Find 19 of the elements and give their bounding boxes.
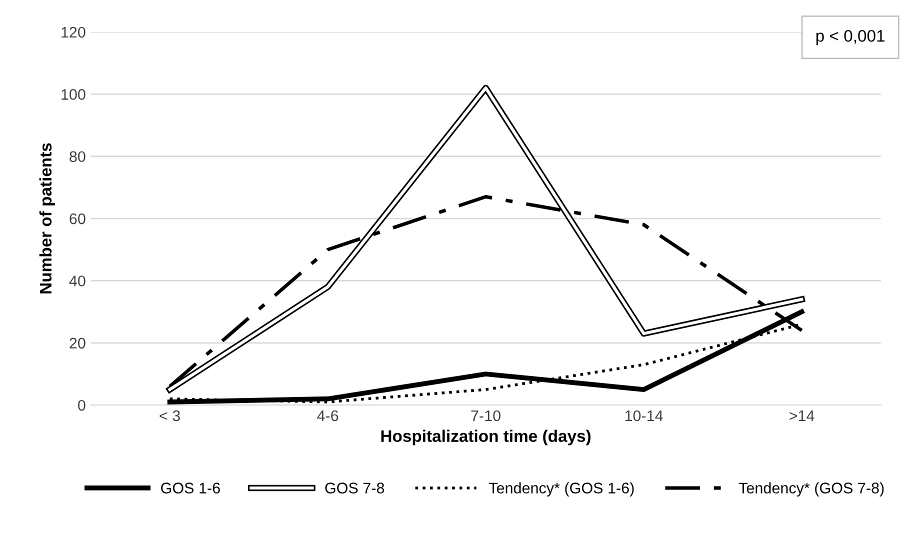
- y-tick-label: 20: [70, 338, 86, 349]
- legend-label: Tendency* (GOS 7-8): [738, 482, 884, 496]
- y-tick-label: 120: [62, 26, 86, 38]
- y-tick-label: 80: [70, 151, 86, 162]
- y-tick-label: 0: [78, 400, 86, 411]
- legend-label: GOS 1-6: [161, 482, 220, 494]
- y-tick-label: 60: [70, 213, 86, 224]
- y-axis-title: Number of patients: [39, 143, 55, 294]
- y-tick-label: 40: [69, 276, 86, 286]
- y-tick-label: 100: [62, 89, 86, 100]
- x-tick-label: 4-6: [317, 410, 338, 422]
- x-axis-title: Hospitalization time (days): [381, 430, 591, 446]
- annotation: p < 0,001: [816, 30, 884, 46]
- x-tick-label: >14: [790, 410, 814, 422]
- legend-label: GOS 7-8: [325, 482, 384, 494]
- x-tick-label: < 3: [160, 410, 180, 422]
- x-tick-label: 7-10: [471, 410, 500, 422]
- legend-label: Tendency* (GOS 1-6): [488, 482, 634, 496]
- x-tick-label: 10-14: [625, 410, 663, 422]
